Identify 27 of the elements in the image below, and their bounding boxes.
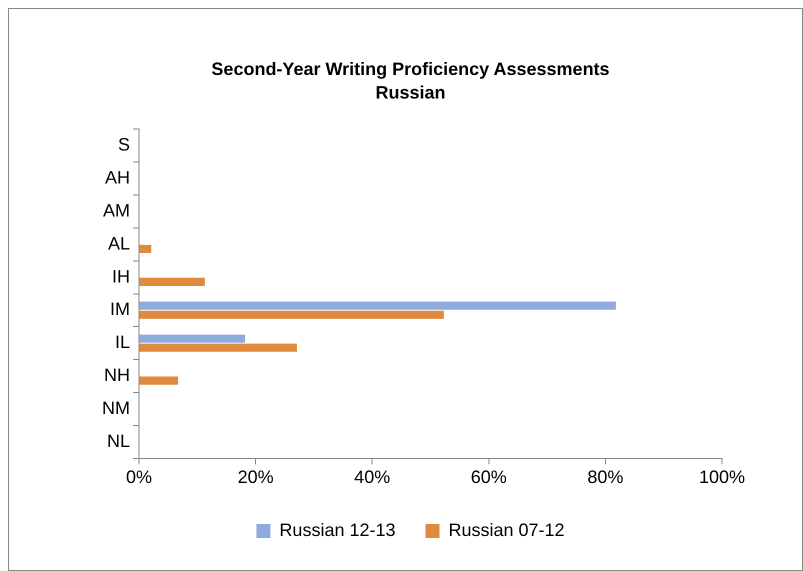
bar [139,244,152,254]
y-tick-label: S [118,134,130,155]
y-tick-label: IL [114,332,130,352]
chart-title: Second-Year Writing Proficiency Assessments [211,58,610,79]
bar [139,310,444,319]
x-tick-label: 0% [126,467,152,488]
y-tick-label: AL [108,233,130,254]
y-tick-label: AM [102,200,130,220]
y-tick-label: NL [106,430,130,451]
y-tick-label: NM [102,398,130,418]
legend-label: Russian 12-13 [279,520,396,540]
y-tick-label: IH [112,266,130,286]
bar [139,334,246,343]
y-tick-label: IM [110,299,130,320]
bar [139,376,178,385]
x-tick-label: 100% [698,467,746,488]
bar [139,302,616,310]
legend-label: Russian 07-12 [448,520,565,540]
y-tick-label: NH [104,365,130,386]
bar [139,344,297,352]
x-tick-label: 80% [587,467,624,488]
x-tick-label: 40% [354,467,390,488]
chart-subtitle: Russian [375,82,446,102]
bar [139,278,205,286]
x-tick-label: 60% [470,467,507,488]
x-tick-label: 20% [238,467,274,488]
y-tick-label: AH [104,168,130,188]
